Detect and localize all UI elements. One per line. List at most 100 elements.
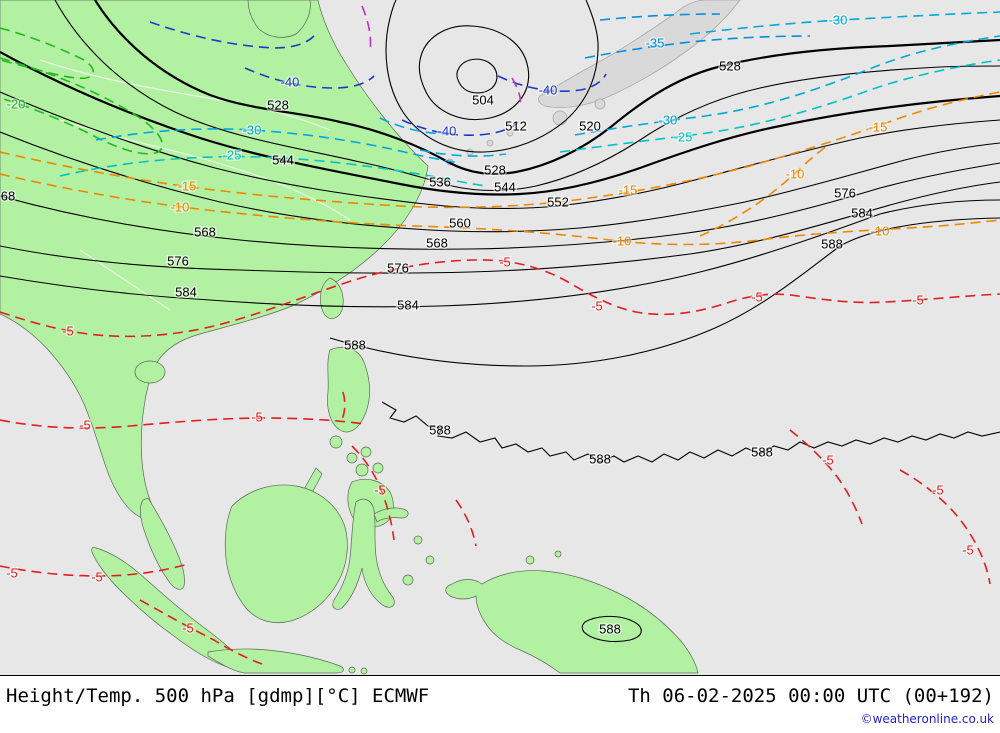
temp-contour-label: -10 — [171, 199, 190, 214]
temp-contour-label: -40 — [438, 123, 457, 138]
copyright-link[interactable]: ©weatheronline.co.uk — [860, 712, 994, 726]
temp-contours-minus10 — [0, 143, 1000, 246]
height-contour-label: 588 — [344, 337, 366, 352]
land-sulawesi — [332, 498, 395, 610]
land-island — [329, 435, 343, 449]
height-contour-label: 520 — [579, 118, 601, 133]
temp-contour-label: -35 — [646, 35, 665, 50]
height-contour-label: 528 — [267, 97, 289, 112]
height-contour-label: 588 — [751, 444, 773, 459]
temp-contour-label: -30 — [829, 12, 848, 27]
contour-528 — [94, 0, 1000, 175]
contour-588-north — [329, 217, 1000, 367]
temp-contours-minus20 — [0, 27, 164, 155]
height-contour-label: 536 — [429, 174, 451, 189]
height-contour-label: 544 — [272, 152, 294, 167]
height-contour-label: 584 — [175, 284, 197, 299]
height-contour-label: 568 — [426, 235, 448, 250]
height-contour-label: 544 — [494, 179, 516, 194]
land-hainan — [134, 360, 166, 384]
weather-map: 68 528 544 568 576 584 504 512 520 528 536 544 552 56… — [0, 0, 1000, 675]
land-island — [425, 555, 435, 565]
temp-contours-minus40 — [149, 21, 607, 137]
temp-contour-label: -30 — [659, 112, 678, 127]
height-contours — [0, 0, 1000, 643]
temp-contour-label: -5 — [91, 569, 103, 584]
height-contour-label: 576 — [834, 185, 856, 200]
height-contour-label: 512 — [505, 118, 527, 133]
height-contour-label: 552 — [547, 194, 569, 209]
temp-contour-label: -20 — [7, 96, 26, 111]
contour-504 — [456, 58, 498, 94]
contour-588-loop — [581, 615, 642, 643]
land-island — [355, 463, 369, 477]
land-masses — [0, 0, 699, 675]
temp-contour-label: -5 — [912, 292, 924, 307]
height-contour-label: 584 — [397, 297, 419, 312]
temp-contour-label: -5 — [822, 452, 834, 467]
land-sulawesi-arm — [373, 507, 409, 523]
contour-552 — [0, 91, 1000, 210]
temp-contour-label: -10 — [871, 223, 890, 238]
temp-contour-label: -10 — [613, 233, 632, 248]
map-canvas: 68 528 544 568 576 584 504 512 520 528 536 544 552 56… — [0, 0, 1000, 675]
land-island — [525, 555, 535, 565]
temp-contour-label: -25 — [674, 129, 693, 144]
land-japan — [538, 0, 741, 108]
map-datetime: Th 06-02-2025 00:00 UTC (00+192) — [627, 685, 994, 707]
land-luzon — [327, 347, 370, 433]
contour-512 — [418, 25, 530, 120]
map-title: Height/Temp. 500 hPa [gdmp][°C] ECMWF — [6, 685, 430, 707]
land-taiwan — [320, 277, 344, 319]
temp-contour-label: -5 — [374, 482, 386, 497]
temp-contour-label: -5 — [499, 254, 511, 269]
height-contour-label: 504 — [472, 92, 494, 107]
gray-island — [594, 98, 606, 110]
land-island — [372, 462, 384, 474]
contour-560 — [0, 131, 1000, 233]
land-island — [360, 446, 372, 458]
temp-contour-label: -5 — [591, 298, 603, 313]
contour-576 — [0, 181, 1000, 274]
contour-568 — [0, 162, 1000, 250]
contour-536 — [54, 0, 1000, 192]
contour-labels: 68 528 544 568 576 584 504 512 520 528 536 544 552 56… — [0, 11, 975, 638]
height-contour-label: 588 — [821, 236, 843, 251]
temp-contour-label: -30 — [243, 122, 262, 137]
land-korea — [247, 0, 311, 38]
contour-584 — [0, 199, 1000, 308]
contour-544 — [0, 51, 1000, 196]
temp-contours-minus45 — [361, 5, 522, 109]
temp-contours-minus30 — [95, 11, 1000, 164]
temp-contours-minus15 — [0, 91, 1000, 209]
land-island — [348, 666, 356, 674]
gray-island — [486, 139, 494, 147]
status-bar: Height/Temp. 500 hPa [gdmp][°C] ECMWF Th… — [0, 675, 1000, 733]
land-island — [554, 550, 562, 558]
contour-520 — [385, 0, 599, 153]
temp-contour-label: -40 — [281, 74, 300, 89]
height-contour-label: 568 — [194, 224, 216, 239]
height-contour-label: 584 — [851, 205, 873, 220]
height-contour-label: 588 — [599, 621, 621, 636]
temp-contour-label: -5 — [932, 482, 944, 497]
land-island — [402, 574, 414, 586]
land-malay-peninsula — [140, 497, 185, 590]
temp-contour-label: -5 — [62, 323, 74, 338]
gray-island — [506, 129, 514, 137]
land-new-guinea — [445, 570, 699, 674]
height-contour-label: 588 — [589, 451, 611, 466]
temp-contour-label: -15 — [178, 178, 197, 193]
temp-contour-label: -5 — [6, 565, 18, 580]
temp-contour-label: -25 — [223, 147, 242, 162]
temp-contours-minus25 — [59, 59, 1000, 187]
height-contour-label: 576 — [387, 260, 409, 275]
land-island — [413, 535, 423, 545]
height-contour-label: 528 — [484, 162, 506, 177]
contour-588-south — [381, 401, 1000, 463]
land-island — [346, 452, 358, 464]
height-contour-label: 560 — [449, 215, 471, 230]
land-borneo — [224, 484, 348, 623]
temp-contour-label: -5 — [962, 542, 974, 557]
temp-contour-label: -5 — [251, 409, 263, 424]
